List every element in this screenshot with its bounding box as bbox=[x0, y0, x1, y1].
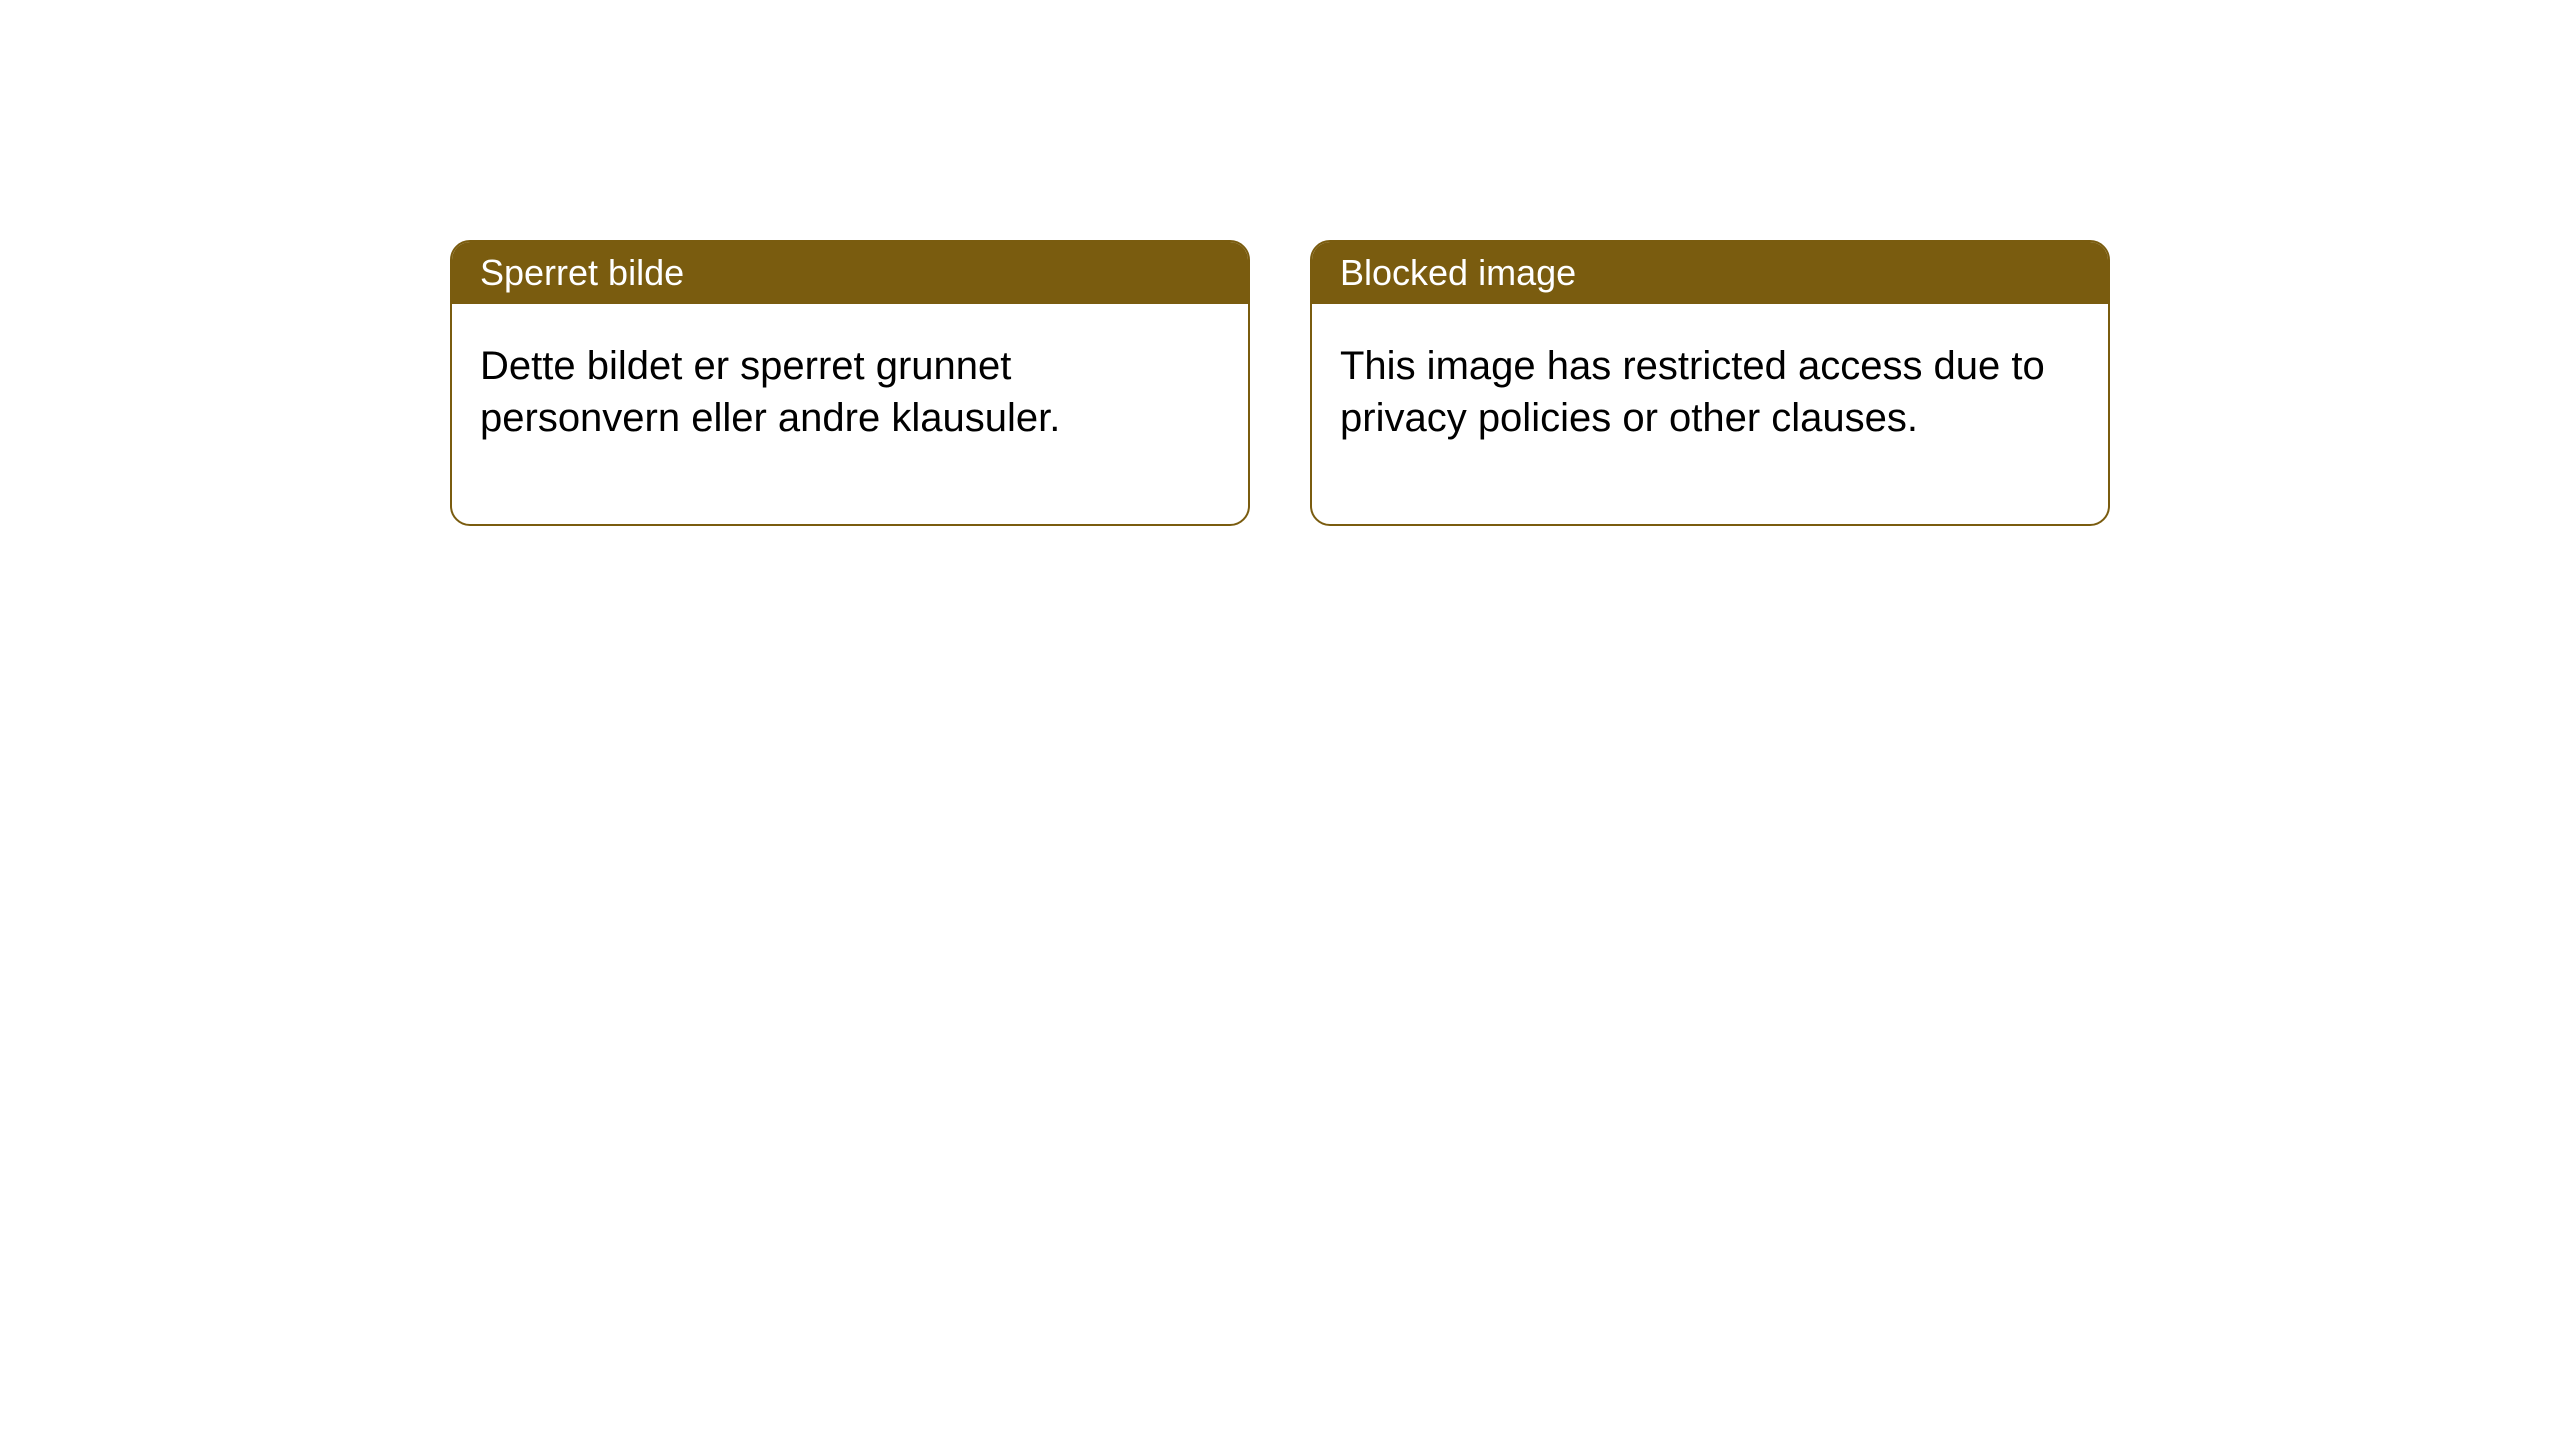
notice-card-norwegian: Sperret bilde Dette bildet er sperret gr… bbox=[450, 240, 1250, 526]
notice-card-english: Blocked image This image has restricted … bbox=[1310, 240, 2110, 526]
notice-body: This image has restricted access due to … bbox=[1312, 304, 2108, 524]
notice-header: Blocked image bbox=[1312, 242, 2108, 304]
notice-header: Sperret bilde bbox=[452, 242, 1248, 304]
notice-container: Sperret bilde Dette bildet er sperret gr… bbox=[0, 0, 2560, 526]
notice-body: Dette bildet er sperret grunnet personve… bbox=[452, 304, 1248, 524]
